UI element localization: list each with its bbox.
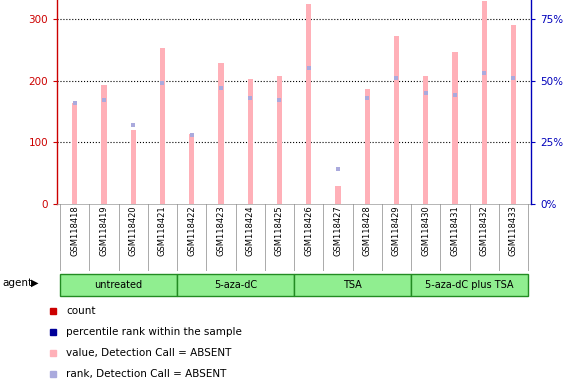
Text: GSM118425: GSM118425 bbox=[275, 205, 284, 256]
Bar bbox=[277, 76, 282, 204]
Text: count: count bbox=[66, 306, 96, 316]
Bar bbox=[60, 274, 177, 296]
Text: GSM118418: GSM118418 bbox=[70, 205, 79, 256]
Text: percentile rank within the sample: percentile rank within the sample bbox=[66, 327, 242, 337]
Text: GSM118423: GSM118423 bbox=[216, 205, 226, 256]
Bar bbox=[364, 89, 370, 204]
Bar bbox=[481, 1, 487, 204]
Bar bbox=[72, 103, 77, 204]
Bar bbox=[452, 52, 457, 204]
Bar bbox=[189, 134, 194, 204]
Text: agent: agent bbox=[3, 278, 33, 288]
Text: GSM118431: GSM118431 bbox=[451, 205, 460, 256]
Bar bbox=[177, 274, 294, 296]
Bar bbox=[394, 36, 399, 204]
Text: GSM118429: GSM118429 bbox=[392, 205, 401, 256]
Bar bbox=[218, 63, 224, 204]
Bar bbox=[294, 274, 411, 296]
Text: GSM118432: GSM118432 bbox=[480, 205, 489, 256]
Text: GSM118419: GSM118419 bbox=[99, 205, 108, 256]
Text: GSM118426: GSM118426 bbox=[304, 205, 313, 256]
Bar bbox=[131, 130, 136, 204]
Bar bbox=[248, 79, 253, 204]
Text: TSA: TSA bbox=[343, 280, 362, 290]
Text: 5-aza-dC plus TSA: 5-aza-dC plus TSA bbox=[425, 280, 514, 290]
Bar bbox=[306, 4, 311, 204]
Text: GSM118421: GSM118421 bbox=[158, 205, 167, 256]
Text: GSM118420: GSM118420 bbox=[128, 205, 138, 256]
Bar bbox=[160, 48, 165, 204]
Text: untreated: untreated bbox=[94, 280, 143, 290]
Bar bbox=[101, 85, 107, 204]
Text: GSM118427: GSM118427 bbox=[333, 205, 343, 256]
Text: GSM118428: GSM118428 bbox=[363, 205, 372, 256]
Text: ▶: ▶ bbox=[31, 278, 39, 288]
Bar bbox=[335, 186, 340, 204]
Text: GSM118433: GSM118433 bbox=[509, 205, 518, 257]
Bar bbox=[411, 274, 528, 296]
Bar bbox=[423, 76, 428, 204]
Text: GSM118422: GSM118422 bbox=[187, 205, 196, 256]
Bar bbox=[511, 25, 516, 204]
Text: 5-aza-dC: 5-aza-dC bbox=[214, 280, 257, 290]
Text: rank, Detection Call = ABSENT: rank, Detection Call = ABSENT bbox=[66, 369, 227, 379]
Text: GSM118424: GSM118424 bbox=[246, 205, 255, 256]
Text: value, Detection Call = ABSENT: value, Detection Call = ABSENT bbox=[66, 348, 232, 358]
Text: GSM118430: GSM118430 bbox=[421, 205, 430, 256]
